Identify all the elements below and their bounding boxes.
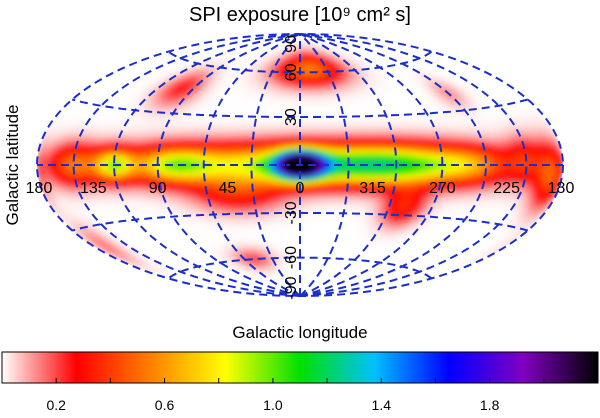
latitude-tick-label: 60 [283, 63, 300, 81]
latitude-tick-label: -90 [283, 276, 300, 299]
latitude-tick-label: 90 [283, 35, 300, 53]
longitude-tick-label: 225 [493, 180, 520, 197]
parallel-line [71, 98, 529, 119]
y-axis-label: Galactic latitude [3, 105, 22, 226]
parallel-line [167, 256, 433, 280]
chart-title: SPI exposure [10⁹ cm² s] [189, 4, 411, 26]
longitude-tick-label: 45 [219, 180, 237, 197]
colorbar-tick-label: 1.0 [263, 397, 283, 413]
colorbar-tick-label: 0.6 [155, 397, 175, 413]
parallel-line [167, 50, 433, 74]
longitude-tick-labels: 180 135 90 45 0 315 270 225 180 [26, 180, 575, 197]
colorbar-tick-label: 1.8 [480, 397, 500, 413]
latitude-tick-label: 0 [283, 160, 300, 169]
colorbar-ticks: 0.2 0.6 1.0 1.4 1.8 [46, 378, 545, 413]
longitude-tick-label: 0 [296, 180, 305, 197]
x-axis-label: Galactic longitude [232, 323, 367, 342]
latitude-tick-label: 30 [283, 108, 300, 126]
coordinate-grid [36, 33, 564, 297]
sky-boundary [36, 33, 564, 297]
latitude-tick-label: -30 [283, 201, 300, 224]
longitude-tick-label: 315 [359, 180, 386, 197]
colorbar-tick-label: 0.2 [46, 397, 66, 413]
latitude-tick-labels: 90 60 30 0 -30 -60 -90 [283, 35, 300, 300]
latitude-tick-label: -60 [283, 246, 300, 269]
meridian-line [72, 33, 301, 297]
longitude-tick-label: 180 [26, 180, 53, 197]
longitude-tick-label: 135 [80, 180, 107, 197]
colorbar-gradient [1, 351, 599, 384]
longitude-tick-label: 270 [429, 180, 456, 197]
colorbar: 0.2 0.6 1.0 1.4 1.8 [1, 351, 599, 413]
longitude-tick-label: 180 [548, 180, 575, 197]
colorbar-tick-label: 1.4 [372, 397, 392, 413]
parallel-line [71, 211, 529, 232]
longitude-tick-label: 90 [149, 180, 167, 197]
